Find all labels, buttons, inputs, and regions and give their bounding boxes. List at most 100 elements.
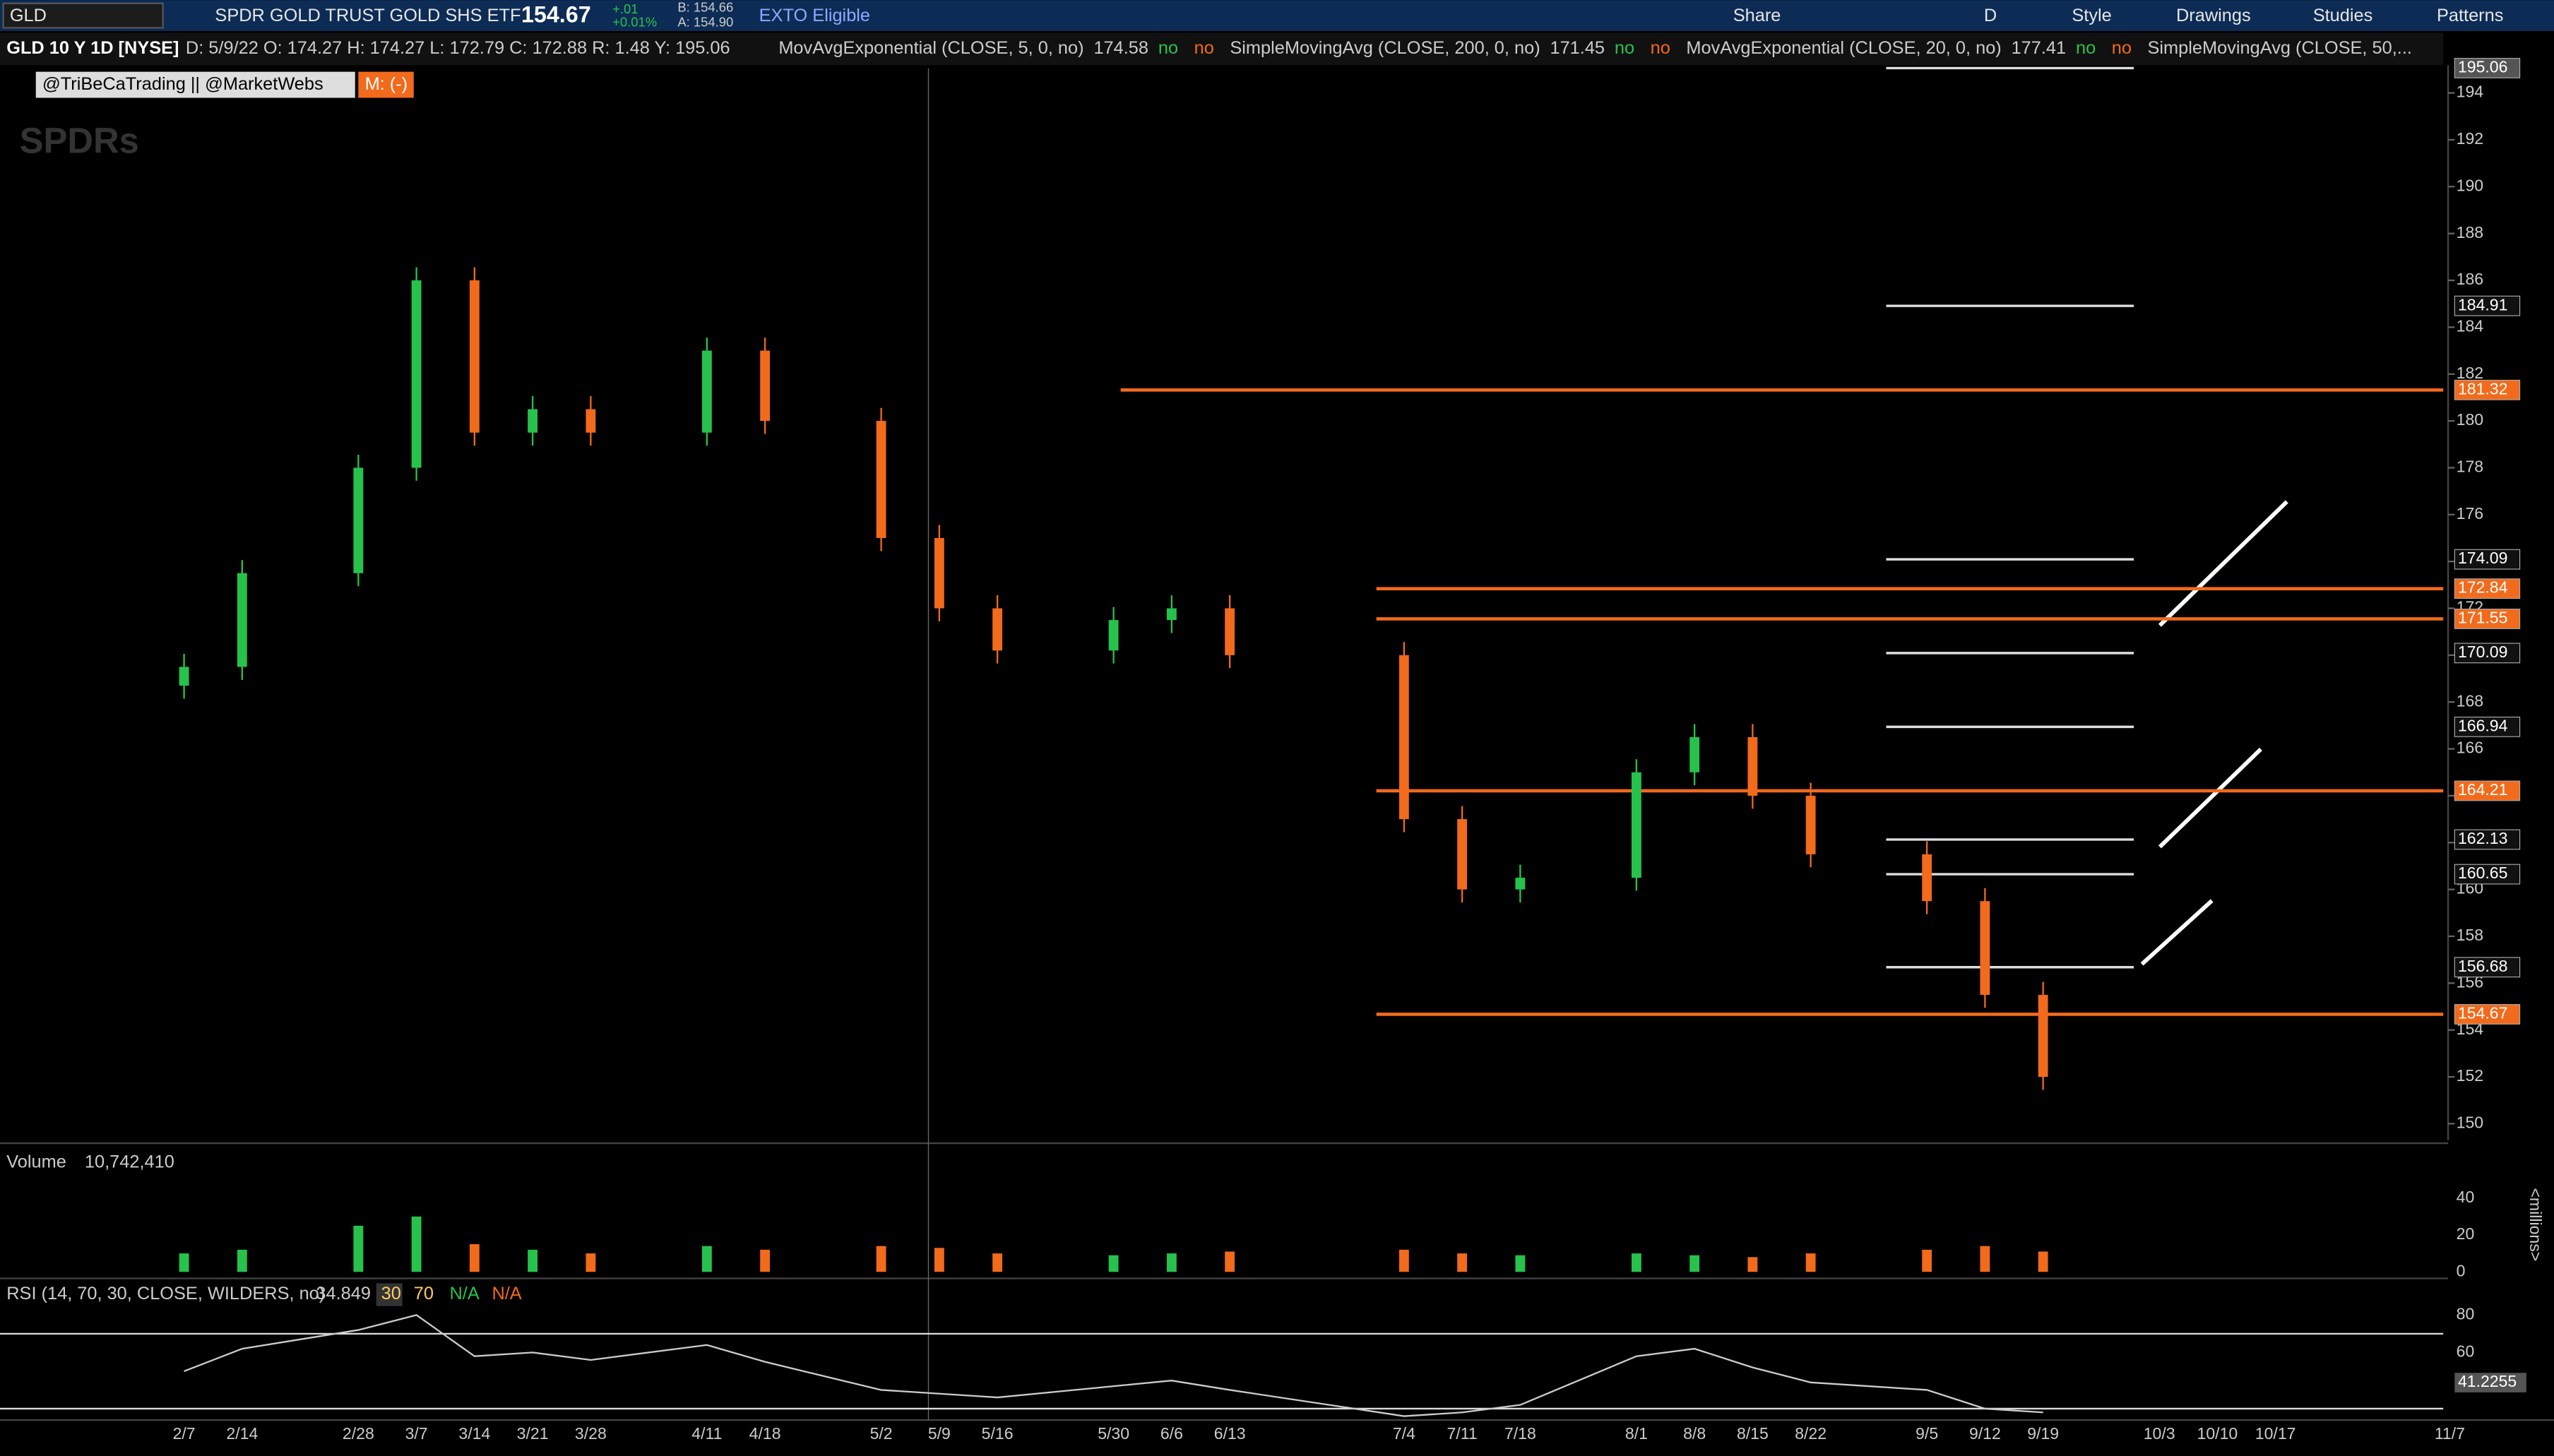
x-tick-label: 6/6	[1160, 1424, 1183, 1443]
change: +.01	[612, 1, 638, 16]
x-tick-label: 3/28	[575, 1424, 607, 1443]
price-label: 171.55	[2458, 609, 2508, 627]
volume-unit: <millions>	[2526, 1188, 2545, 1261]
y-tick-label: 190	[2457, 176, 2483, 194]
candle	[353, 467, 364, 573]
candle	[411, 280, 422, 468]
x-tick-label: 9/5	[1915, 1424, 1938, 1443]
x-tick-label: 5/9	[928, 1424, 951, 1443]
study-flag: no	[1615, 38, 1634, 58]
period-button[interactable]: D	[1984, 6, 1997, 25]
candle	[701, 350, 712, 433]
style-button[interactable]: Style	[2072, 6, 2111, 25]
candle	[934, 537, 944, 609]
volume-bar	[1631, 1253, 1641, 1272]
volume-tick-label: 40	[2457, 1188, 2475, 1206]
candle	[1689, 736, 1700, 772]
x-tick-label: 10/3	[2144, 1424, 2175, 1443]
candle	[1108, 620, 1119, 651]
exto[interactable]: EXTO Eligible	[759, 6, 870, 25]
rsi-tick-label: 80	[2457, 1304, 2475, 1323]
study-name: SimpleMovingAvg (CLOSE, 50,...	[2147, 38, 2411, 58]
symbol-name: SPDR GOLD TRUST GOLD SHS ETF	[215, 6, 521, 25]
volume-bar	[1689, 1255, 1700, 1272]
study-bar	[0, 32, 2444, 66]
studies-button[interactable]: Studies	[2313, 6, 2373, 25]
volume-bar	[1108, 1255, 1119, 1272]
change-pct: +0.01%	[612, 14, 657, 29]
x-tick-label: 6/13	[1214, 1424, 1246, 1443]
volume-bar	[1398, 1249, 1409, 1272]
price-label: 174.09	[2458, 549, 2508, 567]
study-flag: no	[1651, 38, 1670, 58]
price-label-box	[2454, 379, 2521, 400]
tag: @TriBeCaTrading || @MarketWebs	[42, 74, 323, 94]
price-label: 181.32	[2458, 379, 2508, 398]
rsi-na: N/A	[449, 1284, 479, 1303]
volume-bar	[1515, 1255, 1526, 1272]
volume-total: 10,742,410	[85, 1152, 174, 1171]
patterns-button[interactable]: Patterns	[2437, 6, 2503, 25]
candle	[1398, 655, 1409, 820]
price-label: 160.65	[2458, 864, 2508, 882]
symbol[interactable]: GLD	[10, 6, 47, 25]
candle	[1166, 608, 1177, 621]
drawings-button[interactable]: Drawings	[2176, 6, 2251, 25]
price-label: 170.09	[2458, 643, 2508, 661]
x-tick-label: 5/16	[982, 1424, 1014, 1443]
price-label-box	[2454, 295, 2521, 316]
candle	[1980, 901, 1990, 995]
y-tick-label: 188	[2457, 223, 2483, 241]
rsi-tick-label: 60	[2457, 1342, 2475, 1360]
toolbar	[0, 0, 2554, 31]
volume-bar	[1805, 1253, 1816, 1272]
study-flag: no	[1194, 38, 1214, 58]
study-flag: no	[2112, 38, 2132, 58]
candle	[1225, 608, 1235, 655]
x-tick-label: 9/19	[2027, 1424, 2059, 1443]
candle	[1922, 854, 1932, 902]
volume-bar	[528, 1249, 538, 1272]
study-flag: no	[2076, 38, 2096, 58]
rsi-line	[184, 1314, 2043, 1417]
volume-bar	[876, 1246, 886, 1272]
rsi-low: 30	[381, 1284, 401, 1303]
x-tick-label: 2/7	[173, 1424, 196, 1443]
study-name: SimpleMovingAvg (CLOSE, 200, 0, no)	[1230, 38, 1540, 58]
x-tick-label: 5/30	[1098, 1424, 1129, 1443]
x-tick-label: 2/28	[343, 1424, 374, 1443]
candle	[1805, 795, 1816, 854]
y-tick-label: 182	[2457, 364, 2483, 382]
candle	[1631, 772, 1641, 878]
rsi-last: 41.2255	[2458, 1372, 2517, 1390]
y-tick-label: 194	[2457, 83, 2484, 101]
price-label: 154.67	[2458, 1004, 2508, 1022]
price-label: 166.94	[2458, 716, 2508, 734]
volume-bar	[353, 1225, 364, 1272]
y-tick-label: 152	[2457, 1066, 2483, 1085]
candle	[992, 608, 1003, 651]
y-tick-label: 192	[2457, 129, 2483, 148]
m-tag: M: (-)	[365, 74, 408, 94]
candle	[1515, 878, 1526, 890]
candle	[876, 421, 886, 538]
x-tick-label: 5/2	[870, 1424, 893, 1443]
x-tick-label: 3/14	[458, 1424, 490, 1443]
candle	[1457, 819, 1468, 890]
chart-label: GLD 10 Y 1D [NYSE]	[6, 38, 179, 58]
candle	[586, 409, 596, 433]
volume-bar	[1225, 1251, 1235, 1272]
logo: SPDRs	[20, 121, 139, 161]
tag-box	[35, 71, 355, 98]
share-button[interactable]: Share	[1733, 6, 1781, 25]
x-tick-label: 4/18	[749, 1424, 781, 1443]
price-label-box	[2454, 578, 2521, 599]
x-tick-label: 11/7	[2435, 1424, 2465, 1443]
rsi-label: RSI (14, 70, 30, CLOSE, WILDERS, no)	[6, 1284, 325, 1303]
m-box	[358, 71, 414, 98]
x-tick-label: 7/4	[1393, 1424, 1415, 1443]
symbol-box[interactable]	[2, 2, 164, 29]
y-tick-label: 168	[2457, 691, 2483, 710]
volume-bar	[1922, 1249, 1932, 1272]
